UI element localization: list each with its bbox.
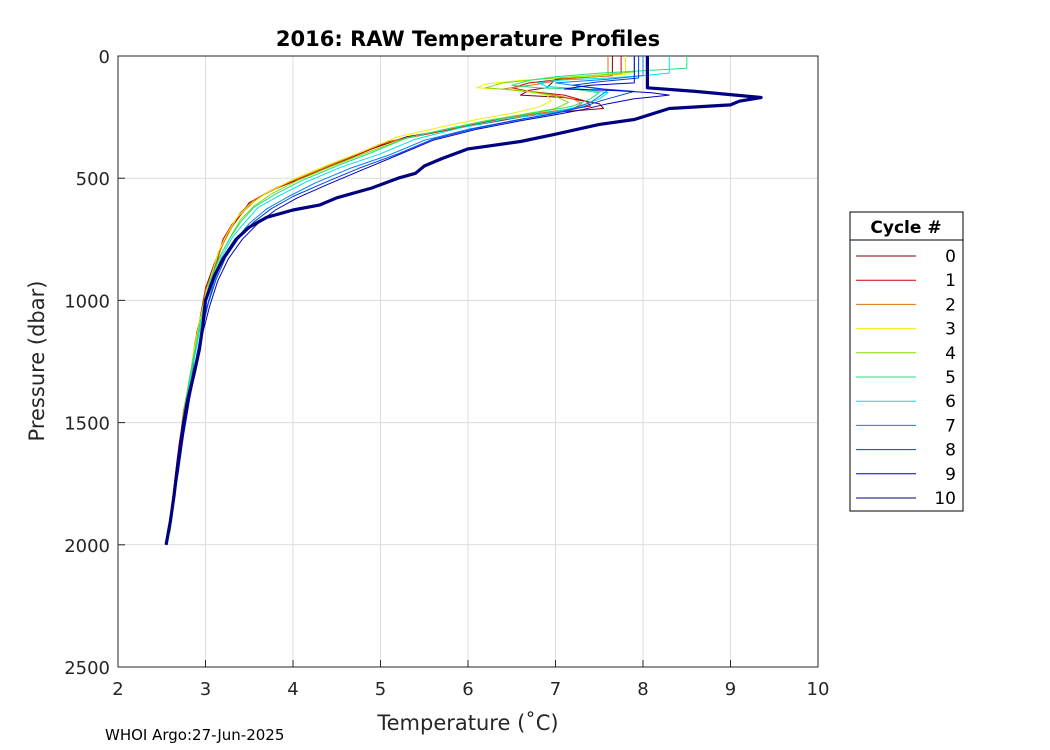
x-tick-label: 5: [375, 679, 386, 700]
y-tick-label: 500: [76, 169, 110, 190]
y-tick-label: 2000: [64, 536, 110, 557]
series-line-cycle-10: [164, 56, 763, 546]
x-tick-label: 4: [287, 679, 298, 700]
legend-box: [849, 211, 964, 512]
footer-credit: WHOI Argo:27-Jun-2025: [105, 726, 284, 744]
legend-label-cycle-7: 7: [945, 416, 956, 436]
legend: Cycle # 0 1 2 3 4 5 6 7 8 9 10: [849, 211, 964, 512]
chart-title: 2016: RAW Temperature Profiles: [276, 27, 660, 51]
series-line-cycle-5: [165, 56, 688, 545]
x-tick-label: 3: [200, 679, 211, 700]
legend-label-cycle-6: 6: [945, 392, 956, 412]
x-tick-label: 8: [637, 679, 648, 700]
x-axis-label: Temperature (˚C): [376, 711, 558, 735]
grid-lines: [117, 55, 819, 668]
legend-label-cycle-1: 1: [945, 271, 956, 291]
x-tick-label: 6: [462, 679, 473, 700]
x-tick-label: 7: [550, 679, 561, 700]
series-layer: [164, 56, 763, 546]
legend-label-cycle-8: 8: [945, 441, 956, 461]
legend-label-cycle-9: 9: [945, 465, 956, 485]
legend-label-cycle-10: 10: [934, 489, 956, 509]
x-tick-label: 2: [112, 679, 123, 700]
y-tick-label: 0: [99, 47, 110, 68]
y-tick-labels: 0 500 1000 1500 2000 2500: [64, 47, 125, 679]
y-axis-label: Pressure (dbar): [25, 281, 49, 442]
x-tick-label: 10: [807, 679, 830, 700]
series-line-cycle-6: [165, 56, 670, 545]
x-tick-label: 9: [725, 679, 736, 700]
x-tick-labels: 2 3 4 5 6 7 8 9 10: [112, 660, 829, 700]
y-tick-label: 1500: [64, 414, 110, 435]
legend-label-cycle-5: 5: [945, 368, 956, 388]
y-tick-label: 1000: [64, 291, 110, 312]
legend-items: 0 1 2 3 4 5 6 7 8 9 10: [856, 247, 956, 509]
legend-label-cycle-2: 2: [945, 295, 956, 315]
legend-title: Cycle #: [870, 218, 941, 238]
legend-label-cycle-0: 0: [945, 247, 956, 267]
legend-label-cycle-3: 3: [945, 320, 956, 340]
y-tick-label: 2500: [64, 658, 110, 679]
legend-label-cycle-4: 4: [945, 344, 956, 364]
